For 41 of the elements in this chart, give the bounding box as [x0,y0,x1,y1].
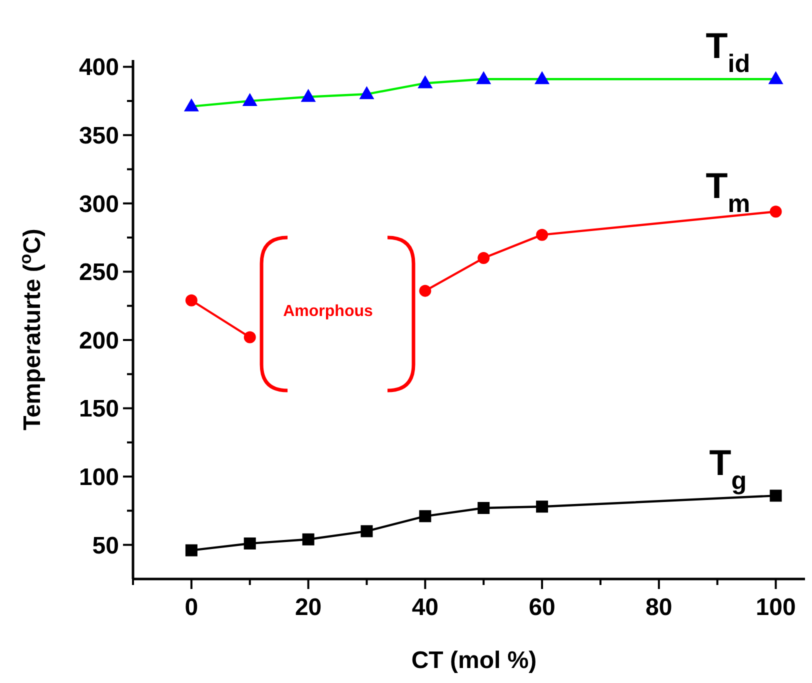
x-tick-label: 60 [528,594,556,621]
y-tick-label: 50 [92,532,119,560]
point [300,88,316,102]
point [244,331,256,344]
point [302,533,314,546]
point [534,71,550,84]
annotation: T$_{m}$ [706,165,750,218]
point [359,86,374,100]
y-tick-label: 100 [78,464,119,491]
annotation: Amorphous [283,303,373,320]
y-tick-label: 400 [78,54,119,82]
point [536,500,548,513]
point [770,490,782,502]
annotation: T$_{id}$ [706,25,750,78]
y-tick-label: 200 [78,327,119,354]
point [536,228,548,241]
x-tick-label: 20 [294,594,322,621]
point [418,75,433,88]
x-tick-label: 100 [756,594,796,621]
point [185,294,198,306]
point [360,525,373,538]
point [476,71,492,84]
point [242,92,258,106]
x-tick-label: 0 [184,594,198,621]
x-tick-label: 80 [646,594,672,621]
point [185,544,198,556]
y-tick-label: 250 [78,259,119,286]
point [768,71,784,84]
y-tick-label: 300 [78,190,119,218]
annotation: T$_{g}$ [709,442,747,495]
point [184,98,199,112]
point [244,537,256,550]
y-tick-label: 350 [78,122,119,150]
point [419,284,432,297]
x-axis-title: CT (mol %) [411,647,537,674]
point [770,206,782,218]
y-tick-label: 150 [78,396,119,423]
point [478,252,490,264]
point [478,502,490,514]
point [419,510,432,522]
x-tick-label: 40 [412,594,439,621]
